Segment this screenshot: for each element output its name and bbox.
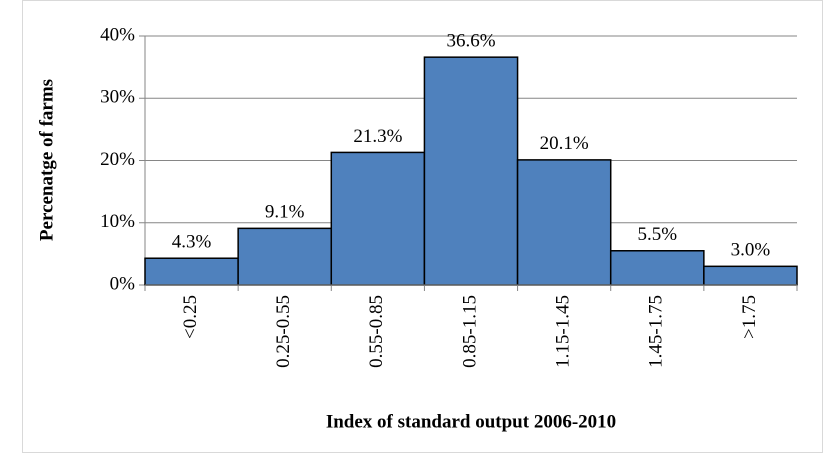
x-tick-label: <0.25 xyxy=(180,295,201,339)
x-tick-label: 1.45-1.75 xyxy=(646,295,667,368)
y-tick-label: 0% xyxy=(110,273,136,294)
bar xyxy=(423,56,519,286)
bar xyxy=(330,151,426,286)
data-label: 21.3% xyxy=(353,126,402,147)
data-label: 5.5% xyxy=(637,224,677,245)
data-label: 36.6% xyxy=(446,31,495,52)
x-tick-label: 0.55-0.85 xyxy=(366,295,387,368)
data-label: 3.0% xyxy=(731,240,771,261)
bar xyxy=(516,159,612,286)
bar xyxy=(703,265,798,286)
x-tick-label: 0.25-0.55 xyxy=(273,295,294,368)
chart-border xyxy=(22,0,823,453)
data-label: 9.1% xyxy=(265,202,305,223)
y-axis-title: Percenatge of farms xyxy=(36,79,57,241)
y-tick-label: 40% xyxy=(100,24,135,45)
bar xyxy=(144,257,239,286)
x-tick-label: >1.75 xyxy=(739,295,760,339)
x-tick-label: 0.85-1.15 xyxy=(459,295,480,368)
data-label: 20.1% xyxy=(540,133,589,154)
bar xyxy=(237,227,333,286)
y-tick-label: 30% xyxy=(100,87,135,108)
x-tick-label: 1.15-1.45 xyxy=(553,295,574,368)
x-axis-title: Index of standard output 2006-2010 xyxy=(326,411,616,432)
bar xyxy=(609,250,705,286)
data-label: 4.3% xyxy=(172,232,212,253)
y-tick-label: 20% xyxy=(100,149,135,170)
y-tick-label: 10% xyxy=(100,211,135,232)
